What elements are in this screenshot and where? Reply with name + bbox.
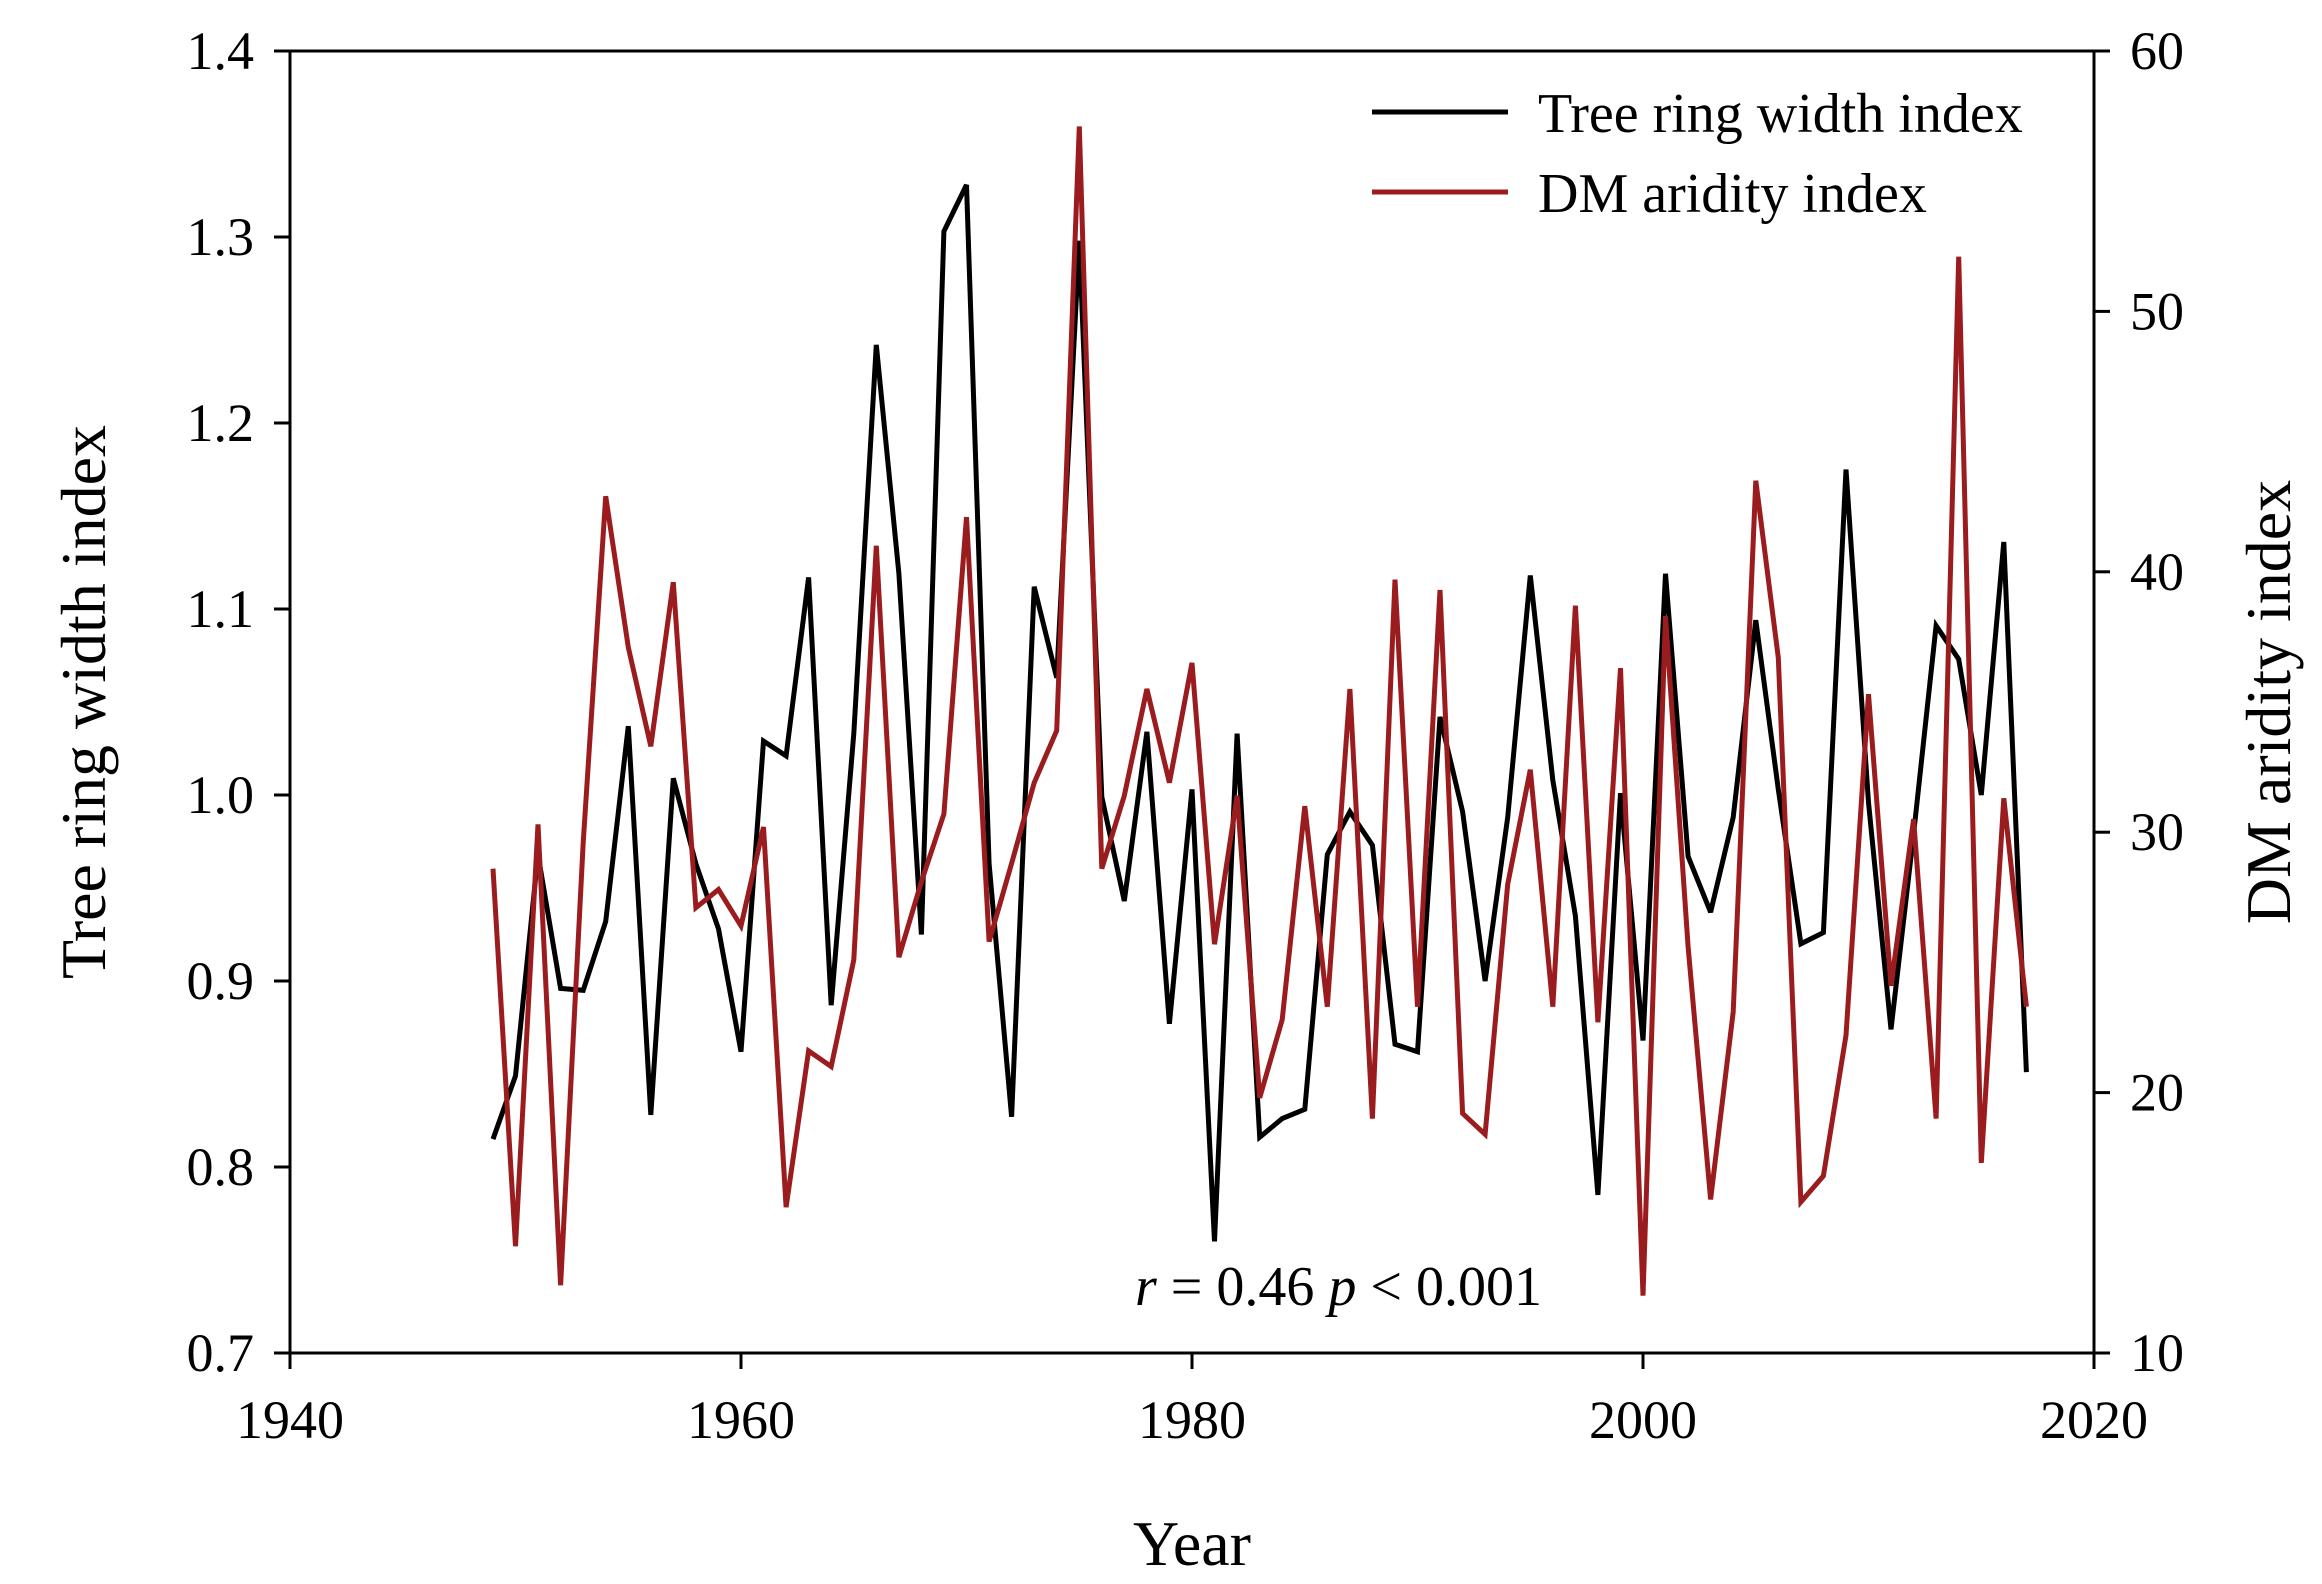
y2-tick-label: 20 — [2130, 1063, 2184, 1123]
x-axis-ticks: 1940 1960 1980 2000 2020 — [236, 1353, 2148, 1450]
y2-tick-label: 10 — [2130, 1323, 2184, 1383]
legend: Tree ring width index DM aridity index — [1372, 83, 2023, 225]
annotation-p-symbol: p — [1324, 1256, 1356, 1318]
y2-axis-title: DM aridity index — [2233, 480, 2304, 924]
x-tick-label: 1980 — [1138, 1390, 1246, 1450]
series-layer — [490, 126, 2029, 1296]
legend-label-tree-ring: Tree ring width index — [1538, 83, 2023, 145]
y-tick-label: 1.4 — [187, 21, 255, 81]
x-tick-label: 1940 — [236, 1390, 344, 1450]
y2-tick-label: 60 — [2130, 21, 2184, 81]
x-tick-label: 2000 — [1589, 1390, 1697, 1450]
y-axis-ticks: 0.7 0.8 0.9 1.0 1.1 1.2 1.3 1.4 — [187, 21, 290, 1383]
y2-tick-label: 40 — [2130, 542, 2184, 602]
legend-label-dm-aridity: DM aridity index — [1538, 163, 1927, 225]
series-line-tree-ring-width — [490, 183, 2029, 1242]
plot-area — [288, 49, 2096, 1355]
x-tick-label: 2020 — [2040, 1390, 2148, 1450]
annotation-r-value: = 0.46 — [1157, 1256, 1329, 1318]
y-tick-label: 0.8 — [187, 1137, 255, 1197]
annotation-p-value: < 0.001 — [1356, 1256, 1542, 1318]
y-tick-label: 0.9 — [187, 951, 255, 1011]
x-axis-title: Year — [1133, 1508, 1251, 1579]
series-line-dm-aridity — [490, 126, 2029, 1296]
y-tick-label: 1.3 — [187, 207, 255, 267]
y-tick-label: 0.7 — [187, 1323, 255, 1383]
x-tick-label: 1960 — [687, 1390, 795, 1450]
y-tick-label: 1.1 — [187, 579, 255, 639]
correlation-annotation: r = 0.46 p < 0.001 — [1135, 1256, 1542, 1318]
annotation-r-symbol: r — [1135, 1256, 1157, 1318]
y-tick-label: 1.0 — [187, 765, 255, 825]
y2-tick-label: 30 — [2130, 802, 2184, 862]
y-tick-label: 1.2 — [187, 393, 255, 453]
y-axis-title: Tree ring width index — [48, 425, 119, 979]
y2-tick-label: 50 — [2130, 281, 2184, 341]
y2-axis-ticks: 10 20 30 40 50 60 — [2094, 21, 2184, 1383]
